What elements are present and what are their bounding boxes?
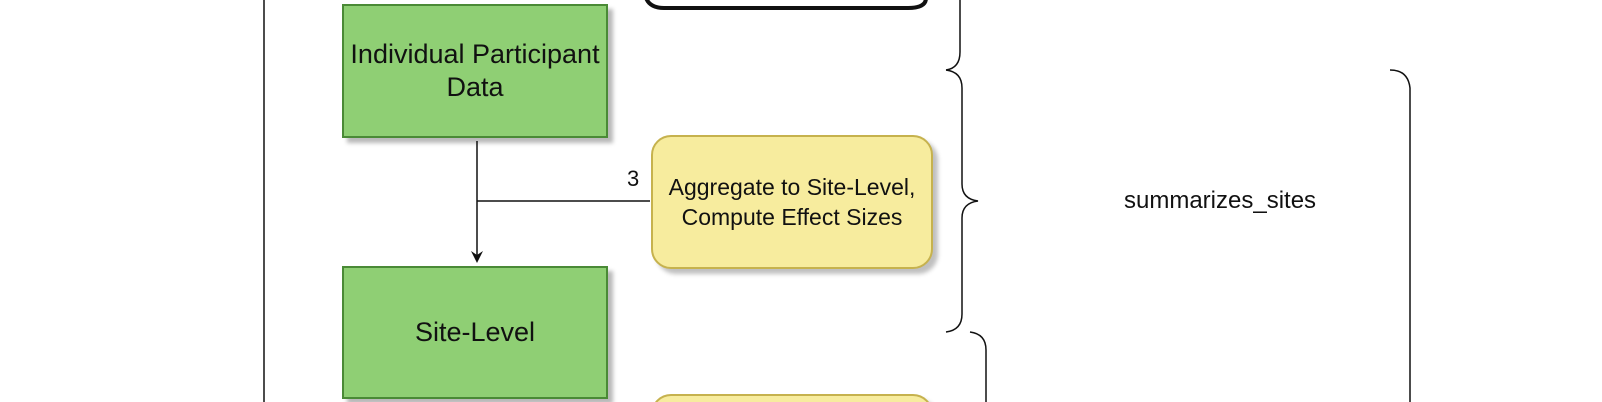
site-level-box[interactable]: Site-Level (342, 266, 608, 399)
site-level-label: Site-Level (414, 317, 536, 347)
step-number-label: 3 (627, 166, 640, 191)
brace-aggregate-step (945, 69, 979, 333)
aggregate-step-label: Aggregate to Site-Level, Compute Effect … (668, 174, 916, 230)
aggregate-step-box[interactable]: Aggregate to Site-Level, Compute Effect … (651, 135, 933, 269)
partial-top-box-outline (644, 0, 928, 10)
brace-bottom-partial (969, 331, 987, 402)
individual-participant-data-label: Individual Participant Data (350, 39, 600, 102)
brace-top-partial (945, 0, 961, 71)
partial-bottom-process-box (651, 394, 933, 402)
bracket-summarizes-sites (1389, 69, 1411, 402)
summarizes-sites-label: summarizes_sites (1124, 187, 1317, 214)
individual-participant-data-box[interactable]: Individual Participant Data (342, 4, 608, 138)
